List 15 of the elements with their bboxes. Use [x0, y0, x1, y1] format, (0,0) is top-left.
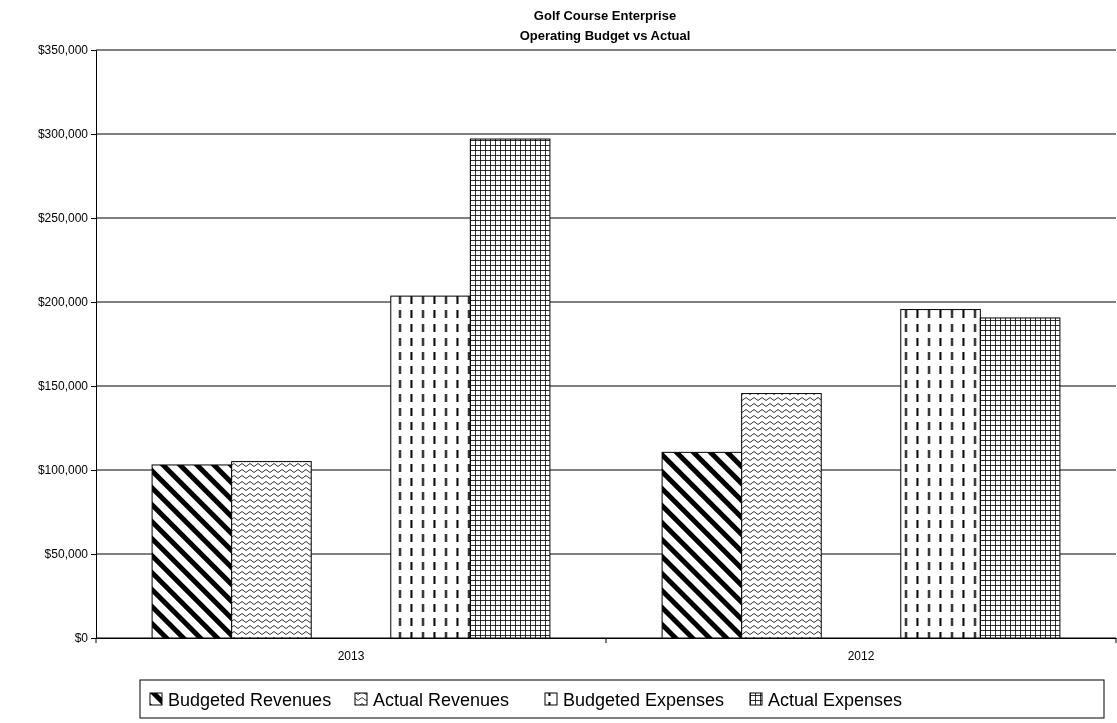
y-tick-label: $100,000 — [37, 463, 89, 478]
x-tick-label: 2013 — [337, 649, 365, 664]
y-tick-label: $350,000 — [37, 43, 89, 58]
legend-label: Actual Revenues — [373, 690, 510, 710]
y-tick-label: $0 — [74, 631, 89, 646]
y-tick-label: $200,000 — [37, 295, 89, 310]
y-tick-label: $150,000 — [37, 379, 89, 394]
y-tick-label: $50,000 — [44, 547, 89, 562]
y-tick-label: $300,000 — [37, 127, 89, 142]
legend-label: Budgeted Revenues — [168, 690, 332, 710]
y-tick-label: $250,000 — [37, 211, 89, 226]
chart-title: Golf Course Enterprise Operating Budget vs Actual — [519, 8, 691, 43]
x-tick-label: 2012 — [847, 649, 875, 664]
legend-label: Budgeted Expenses — [563, 690, 725, 710]
legend-label: Actual Expenses — [768, 690, 903, 710]
